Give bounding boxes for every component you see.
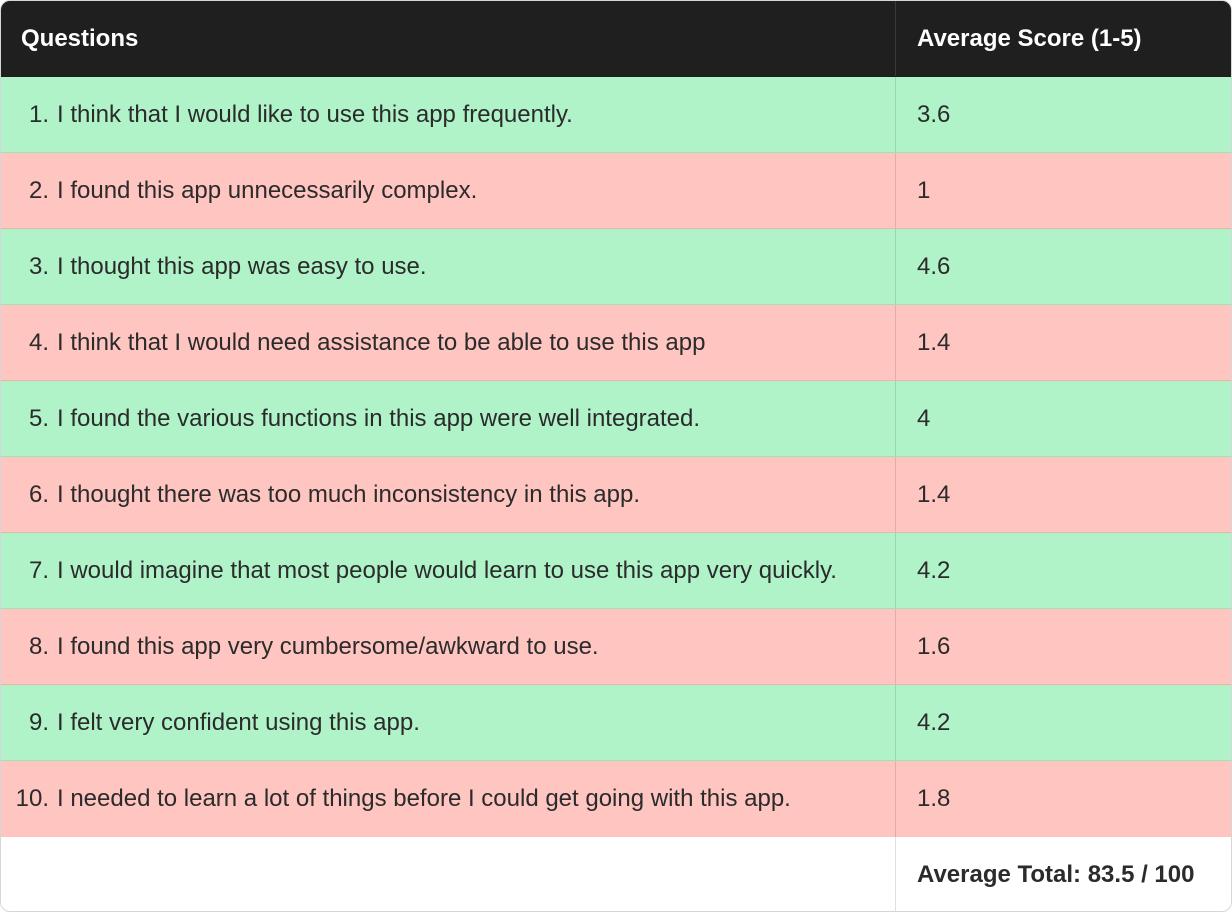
question-text: I felt very confident using this app.: [57, 708, 420, 736]
question-cell: 4. I think that I would need assistance t…: [1, 305, 896, 380]
table-row: 2. I found this app unnecessarily complex…: [1, 153, 1231, 229]
table-row: 10. I needed to learn a lot of things bef…: [1, 761, 1231, 837]
question-text: I found this app very cumbersome/awkward…: [57, 632, 599, 660]
table-row: 5. I found the various functions in this …: [1, 381, 1231, 457]
question-cell: 5. I found the various functions in this …: [1, 381, 896, 456]
table-row: 3. I thought this app was easy to use. 4.6: [1, 229, 1231, 305]
question-cell: 3. I thought this app was easy to use.: [1, 229, 896, 304]
question-cell: 6. I thought there was too much inconsist…: [1, 457, 896, 532]
question-text: I needed to learn a lot of things before…: [57, 785, 791, 812]
score-cell: 3.6: [917, 100, 951, 128]
score-cell: 1.8: [917, 785, 951, 812]
table-row: 4. I think that I would need assistance t…: [1, 305, 1231, 381]
question-number: 2.: [28, 176, 49, 204]
table-row: 8. I found this app very cumbersome/awkwa…: [1, 609, 1231, 685]
question-number: 3.: [28, 252, 49, 280]
score-column-header: Average Score (1-5): [917, 24, 1142, 52]
question-number: 7.: [28, 556, 49, 584]
question-text: I think that I would like to use this ap…: [57, 100, 573, 128]
question-text: I would imagine that most people would l…: [57, 556, 837, 584]
footer-empty-cell: [1, 837, 896, 911]
score-cell: 1: [917, 176, 931, 204]
question-text: I thought this app was easy to use.: [57, 252, 427, 280]
question-text: I thought there was too much inconsisten…: [57, 480, 640, 508]
question-cell: 10. I needed to learn a lot of things bef…: [1, 761, 896, 837]
question-text: I found the various functions in this ap…: [57, 404, 701, 432]
table-row: 9. I felt very confident using this app. 4…: [1, 685, 1231, 761]
score-cell: 1.6: [917, 632, 951, 660]
question-cell: 2. I found this app unnecessarily complex…: [1, 153, 896, 228]
question-number: 4.: [28, 328, 49, 356]
question-number: 6.: [28, 480, 49, 508]
question-number: 9.: [28, 708, 49, 736]
table-row: 7. I would imagine that most people would…: [1, 533, 1231, 609]
score-cell: 4: [917, 404, 931, 432]
question-cell: 9. I felt very confident using this app.: [1, 685, 896, 760]
question-cell: 8. I found this app very cumbersome/awkwa…: [1, 609, 896, 684]
question-text: I think that I would need assistance to …: [57, 328, 706, 356]
question-number: 10.: [15, 785, 49, 812]
score-cell: 4.6: [917, 252, 951, 280]
score-cell: 4.2: [917, 708, 951, 736]
table-row: 6. I thought there was too much inconsist…: [1, 457, 1231, 533]
question-number: 8.: [28, 632, 49, 660]
score-cell: 1.4: [917, 328, 951, 356]
question-number: 1.: [28, 100, 49, 128]
table-header-row: Questions Average Score (1-5): [1, 1, 1231, 77]
question-text: I found this app unnecessarily complex.: [57, 176, 478, 204]
score-cell: 1.4: [917, 480, 951, 508]
question-cell: 1. I think that I would like to use this …: [1, 77, 896, 152]
question-cell: 7. I would imagine that most people would…: [1, 533, 896, 608]
table-footer-row: Average Total: 83.5 / 100: [1, 837, 1231, 911]
score-cell: 4.2: [917, 556, 951, 584]
average-total: Average Total: 83.5 / 100: [917, 861, 1195, 888]
table-body: 1. I think that I would like to use this …: [1, 77, 1231, 837]
question-number: 5.: [28, 404, 49, 432]
questions-column-header: Questions: [1, 1, 896, 76]
table-row: 1. I think that I would like to use this …: [1, 77, 1231, 153]
